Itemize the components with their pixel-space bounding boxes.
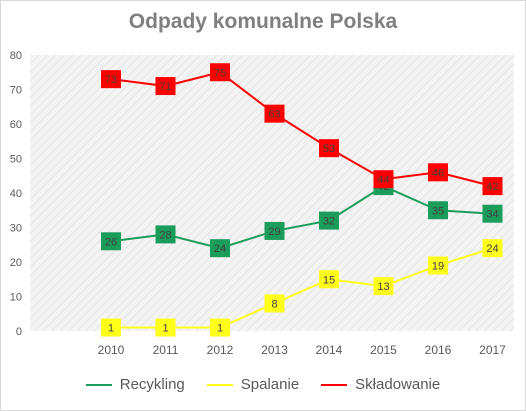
data-label-sk-adowanie: 71	[159, 81, 171, 93]
data-label-sk-adowanie: 42	[486, 181, 498, 193]
data-label-recykling: 24	[214, 243, 226, 255]
x-tick-label: 2013	[261, 343, 288, 357]
data-label-sk-adowanie: 63	[268, 109, 280, 121]
data-label-spalanie: 15	[323, 274, 335, 286]
x-tick-label: 2015	[370, 343, 397, 357]
data-label-sk-adowanie: 53	[323, 143, 335, 155]
data-label-spalanie: 1	[162, 323, 168, 335]
data-marker-sk-adowanie	[210, 63, 230, 82]
data-marker-sk-adowanie	[155, 77, 176, 96]
data-marker-spalanie	[319, 270, 339, 289]
plot-area	[30, 55, 514, 331]
data-marker-recykling	[101, 232, 121, 251]
x-tick-label: 2017	[479, 343, 506, 357]
chart-title: Odpady komunalne Polska	[128, 10, 398, 33]
y-tick-label: 70	[10, 85, 22, 97]
y-tick-label: 0	[16, 326, 22, 338]
data-marker-sk-adowanie	[482, 177, 503, 196]
data-label-sk-adowanie: 46	[432, 167, 444, 179]
data-marker-spalanie	[428, 256, 448, 275]
x-tick-label: 2012	[207, 343, 234, 357]
data-label-recykling: 35	[432, 205, 444, 217]
data-label-recykling: 29	[268, 226, 280, 238]
legend-swatch	[321, 383, 348, 386]
data-label-recykling: 28	[159, 229, 171, 241]
x-tick-label: 2011	[153, 343, 179, 357]
data-label-spalanie: 8	[271, 298, 277, 310]
legend-label: Recykling	[119, 376, 185, 393]
data-label-recykling: 32	[323, 216, 335, 228]
data-marker-recykling	[210, 239, 230, 258]
legend-label: Składowanie	[355, 376, 441, 393]
data-marker-spalanie	[264, 294, 285, 313]
data-label-spalanie: 1	[217, 323, 223, 335]
data-label-spalanie: 19	[432, 260, 444, 272]
legend-swatch	[206, 383, 233, 386]
y-tick-label: 60	[10, 119, 22, 131]
y-tick-label: 20	[10, 257, 22, 269]
y-tick-label: 10	[10, 292, 22, 304]
data-label-recykling: 34	[486, 209, 498, 221]
data-marker-spalanie	[101, 318, 121, 337]
data-marker-recykling	[155, 225, 176, 244]
data-marker-recykling	[264, 221, 285, 240]
data-label-sk-adowanie: 44	[377, 174, 389, 186]
data-marker-sk-adowanie	[428, 163, 448, 182]
data-marker-sk-adowanie	[373, 170, 394, 189]
data-marker-spalanie	[155, 318, 176, 337]
data-marker-spalanie	[482, 239, 503, 258]
x-axis: 2010 2011 2012 2013 2014 2015 2016 2017	[98, 343, 507, 357]
legend: Recykling Spalanie Składowanie	[0, 376, 526, 393]
data-marker-recykling	[319, 211, 339, 230]
data-label-recykling: 26	[105, 236, 117, 248]
data-marker-recykling	[428, 201, 448, 220]
data-label-spalanie: 24	[486, 243, 498, 255]
x-tick-label: 2016	[425, 343, 452, 357]
data-label-sk-adowanie: 75	[214, 67, 226, 79]
data-label-spalanie: 1	[108, 323, 114, 335]
y-axis: 0 10 20 30 40 50 60 70 80	[10, 50, 22, 338]
y-tick-label: 30	[10, 223, 22, 235]
series-markers: 26 28 24 29 32 42 35 34 1 1 1 8 15 13 19 24 73 71 75 63 53 44…	[101, 63, 503, 337]
x-tick-label: 2010	[98, 343, 125, 357]
data-marker-sk-adowanie	[319, 139, 339, 158]
data-marker-recykling	[482, 204, 503, 223]
y-tick-label: 40	[10, 188, 22, 200]
data-marker-spalanie	[373, 277, 394, 296]
x-tick-label: 2014	[316, 343, 343, 357]
legend-label: Spalanie	[240, 376, 300, 393]
y-tick-label: 50	[10, 154, 22, 166]
legend-item-spalanie: Spalanie	[206, 376, 300, 393]
legend-item-sk-adowanie: Składowanie	[321, 376, 440, 393]
y-tick-label: 80	[10, 50, 22, 62]
data-label-spalanie: 13	[377, 281, 389, 293]
data-marker-sk-adowanie	[101, 70, 121, 89]
legend-item-recykling: Recykling	[85, 376, 185, 393]
legend-swatch	[85, 383, 112, 386]
data-label-sk-adowanie: 73	[105, 74, 117, 86]
data-marker-spalanie	[210, 318, 230, 337]
data-marker-sk-adowanie	[264, 104, 285, 123]
